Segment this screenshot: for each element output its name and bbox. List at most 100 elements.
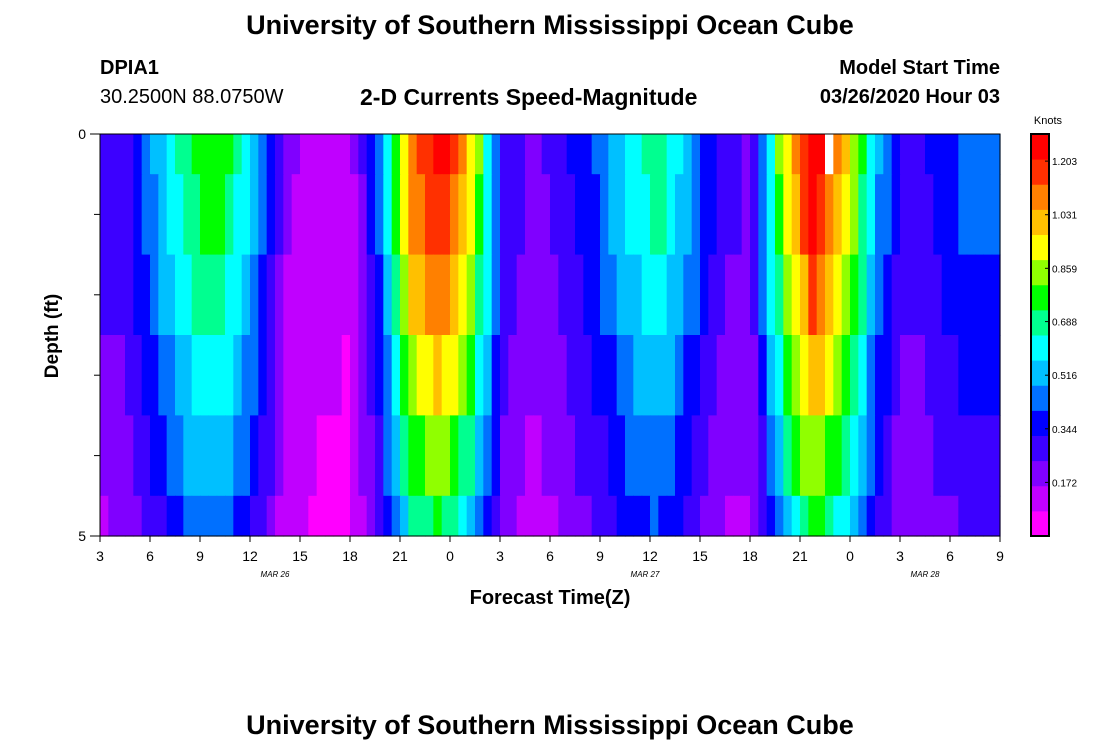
heatmap-cell — [333, 495, 343, 537]
heatmap-cell — [858, 174, 868, 256]
heatmap-cell — [650, 254, 659, 336]
heatmap-cell — [958, 415, 968, 497]
heatmap-cell — [700, 335, 709, 416]
colorbar-units-label: Knots — [1034, 115, 1063, 127]
heatmap-cell — [366, 254, 376, 336]
heatmap-cell — [633, 415, 643, 497]
heatmap-cell — [675, 335, 684, 416]
heatmap-cell — [975, 134, 984, 175]
heatmap-cell — [750, 174, 759, 256]
heatmap-cell — [683, 134, 693, 175]
heatmap-cell — [891, 495, 901, 537]
heatmap-cell — [308, 254, 318, 336]
heatmap-cell — [441, 134, 451, 175]
heatmap-cell — [191, 134, 201, 175]
heatmap-cell — [866, 335, 876, 416]
heatmap-cell — [291, 134, 301, 175]
heatmap-cell — [600, 335, 609, 416]
heatmap-cell — [300, 254, 309, 336]
heatmap-cell — [941, 495, 951, 537]
heatmap-cell — [833, 495, 843, 537]
heatmap-cell — [466, 254, 476, 336]
heatmap-cell — [300, 495, 309, 537]
heatmap-cell — [433, 495, 443, 537]
heatmap-cell — [891, 415, 901, 497]
heatmap-cell — [358, 254, 368, 336]
heatmap-cell — [191, 174, 201, 256]
heatmap-cell — [975, 415, 984, 497]
heatmap-cell — [641, 134, 651, 175]
heatmap-cell — [416, 134, 426, 175]
heatmap-cell — [708, 174, 718, 256]
heatmap-cell — [108, 495, 118, 537]
heatmap-cell — [200, 174, 209, 256]
heatmap-cell — [875, 495, 884, 537]
heatmap-cell — [858, 254, 868, 336]
heatmap-cell — [700, 134, 709, 175]
heatmap-cell — [183, 174, 193, 256]
heatmap-cell — [233, 174, 243, 256]
heatmap-cell — [150, 254, 159, 336]
heatmap-cell — [783, 415, 793, 497]
heatmap-cell — [225, 415, 234, 497]
heatmap-cell — [933, 415, 943, 497]
heatmap-cell — [658, 335, 668, 416]
heatmap-cell — [966, 495, 976, 537]
heatmap-cell — [575, 415, 584, 497]
heatmap-cell — [525, 174, 534, 256]
heatmap-cell — [166, 415, 176, 497]
heatmap-cell — [341, 134, 351, 175]
heatmap-cell — [975, 254, 984, 336]
heatmap-cell — [250, 495, 259, 537]
heatmap-cell — [225, 254, 234, 336]
x-date-label: MAR 27 — [631, 570, 660, 579]
heatmap-cell — [841, 495, 851, 537]
heatmap-cell — [808, 134, 818, 175]
heatmap-cell — [908, 254, 918, 336]
heatmap-cell — [250, 134, 259, 175]
heatmap-cell — [983, 134, 993, 175]
heatmap-cell — [800, 335, 809, 416]
heatmap-cell — [683, 254, 693, 336]
heatmap-cell — [508, 335, 518, 416]
heatmap-cell — [800, 415, 809, 497]
heatmap-cell — [266, 174, 276, 256]
heatmap-cell — [333, 254, 343, 336]
heatmap-cell — [983, 174, 993, 256]
heatmap-cell — [258, 134, 268, 175]
heatmap-cell — [458, 174, 468, 256]
heatmap-cell — [791, 254, 801, 336]
heatmap-cell — [533, 495, 543, 537]
heatmap-cell — [558, 174, 568, 256]
heatmap-cell — [758, 174, 768, 256]
heatmap-cell — [808, 335, 818, 416]
x-tick-label: 12 — [242, 548, 258, 564]
heatmap-cell — [883, 254, 893, 336]
heatmap-cell — [675, 495, 684, 537]
heatmap-cell — [475, 174, 484, 256]
heatmap-cell — [291, 254, 301, 336]
heatmap-cell — [233, 134, 243, 175]
heatmap-cell — [408, 134, 418, 175]
heatmap-cell — [525, 495, 534, 537]
heatmap-cell — [591, 134, 601, 175]
heatmap-cell — [283, 415, 293, 497]
heatmap-cell — [116, 335, 126, 416]
heatmap-cell — [700, 415, 709, 497]
heatmap-cell — [500, 174, 509, 256]
heatmap-cell — [258, 415, 268, 497]
heatmap-cell — [966, 335, 976, 416]
heatmap-cell — [525, 254, 534, 336]
heatmap-cell — [541, 254, 551, 336]
heatmap-cell — [800, 495, 809, 537]
heatmap-cell — [933, 134, 943, 175]
heatmap-cell — [750, 415, 759, 497]
heatmap-cell — [208, 174, 218, 256]
heatmap-cell — [658, 415, 668, 497]
heatmap-cell — [875, 134, 884, 175]
heatmap-cell — [625, 415, 634, 497]
heatmap-cell — [516, 335, 526, 416]
heatmap-cell — [766, 495, 776, 537]
heatmap-cell — [666, 134, 676, 175]
